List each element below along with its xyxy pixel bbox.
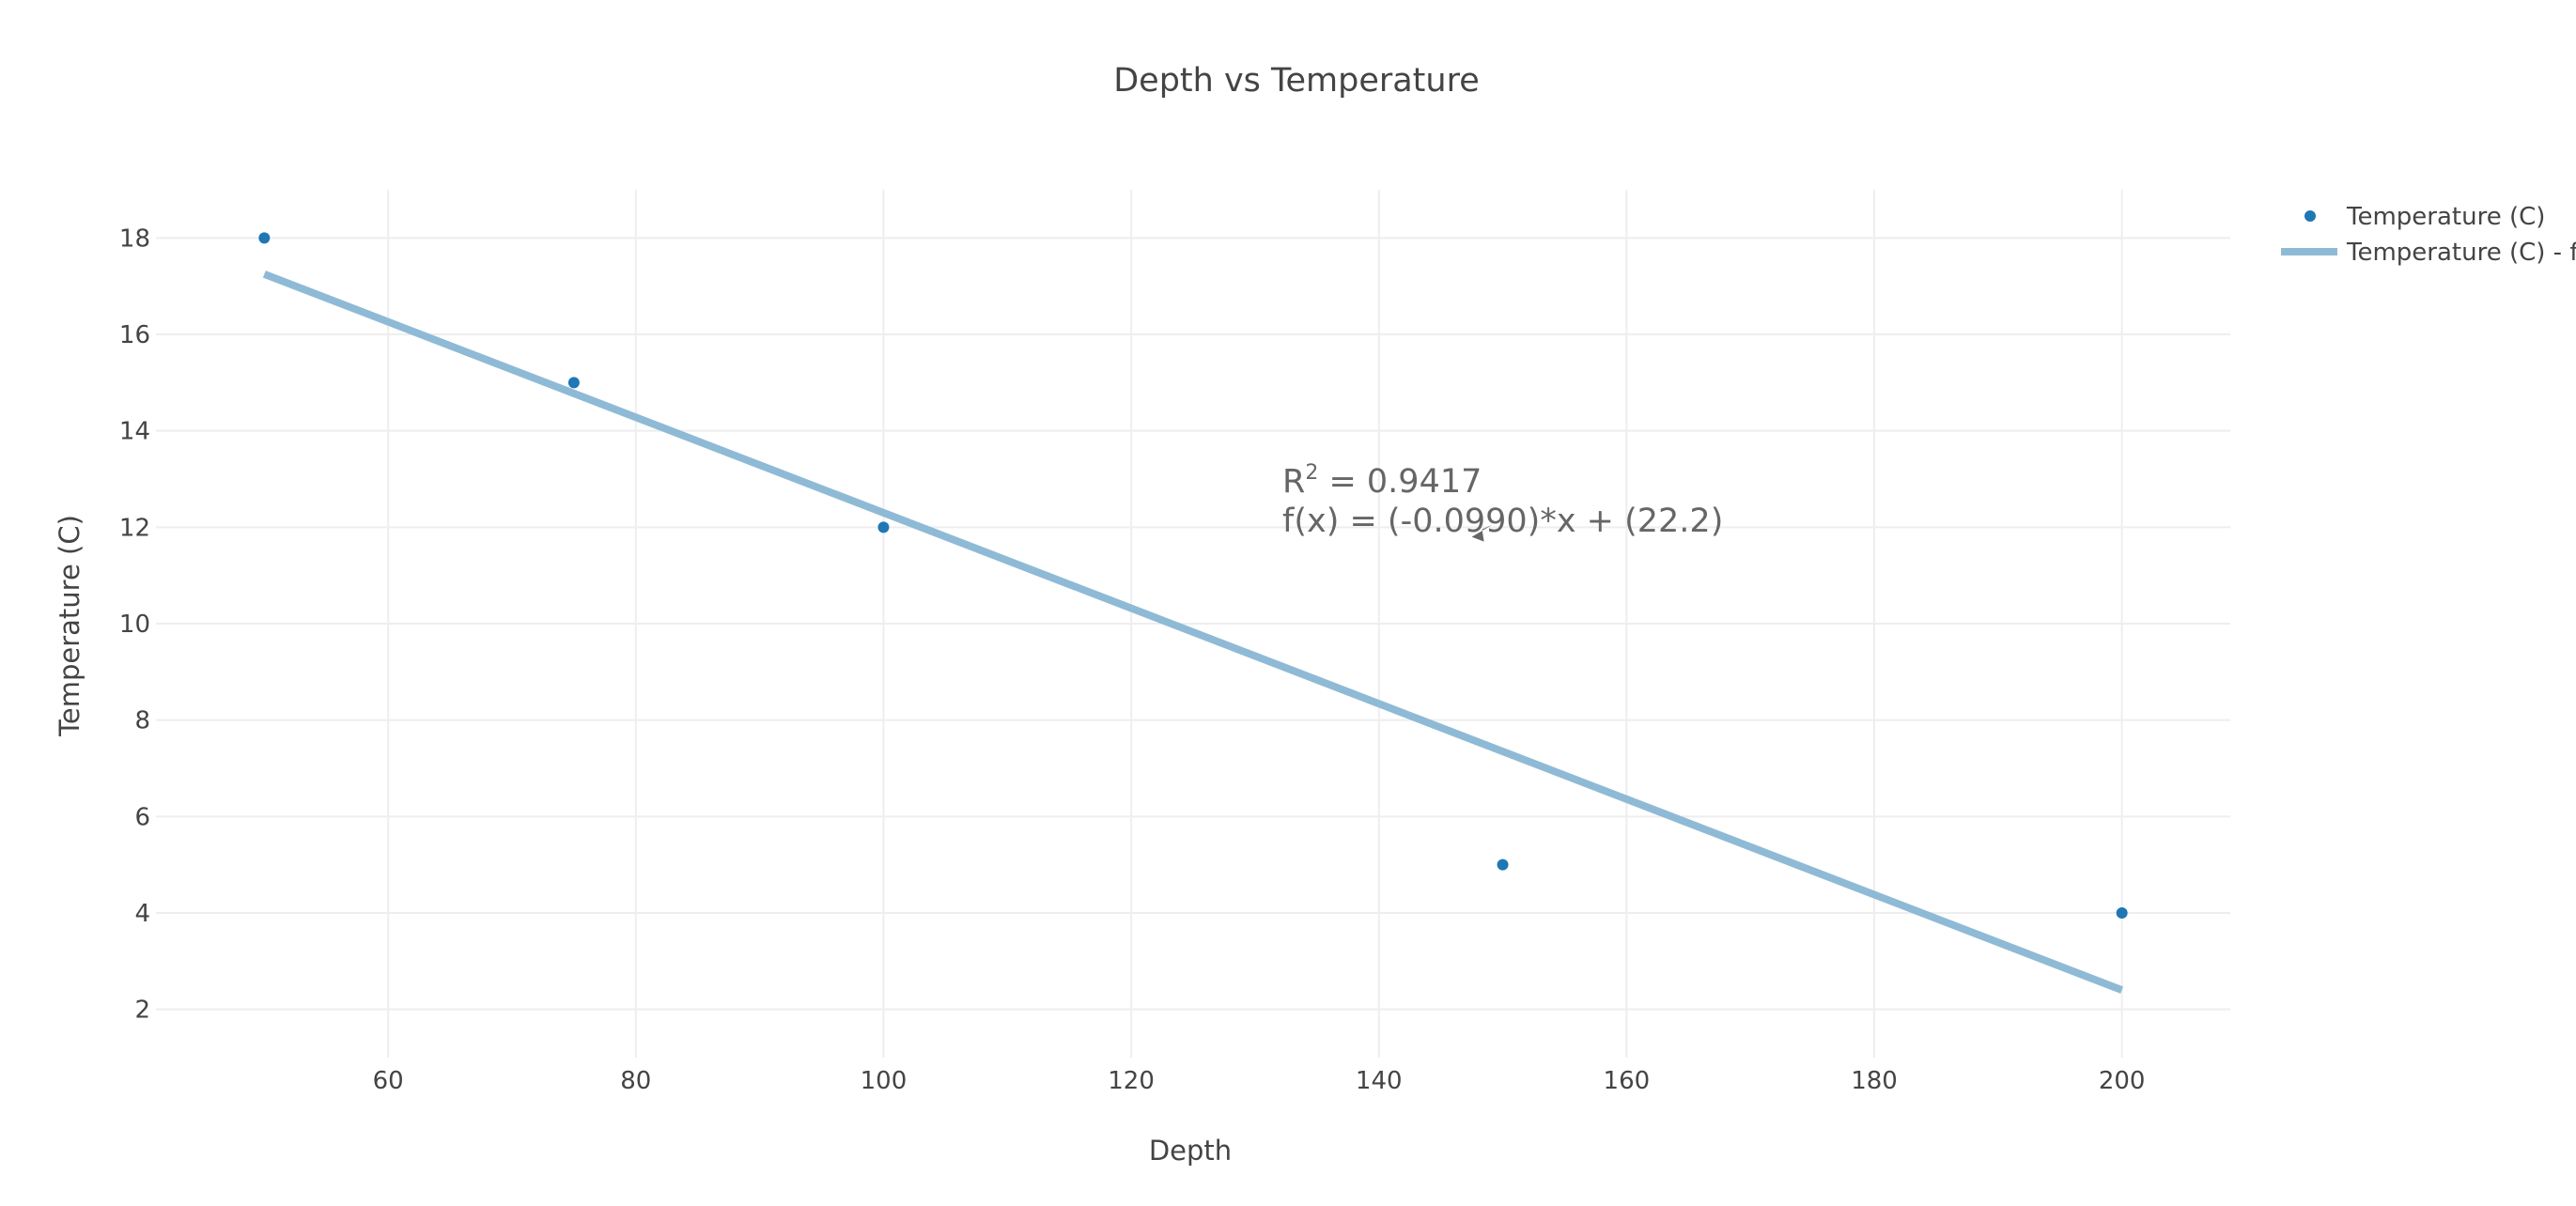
data-points-layer — [258, 232, 2128, 919]
y-tick-label: 6 — [134, 803, 150, 831]
annotation-r2-line: R2 = 0.9417 — [1282, 461, 1482, 501]
annotation-r2-superscript: 2 — [1305, 461, 1318, 485]
y-tick-label: 16 — [119, 321, 150, 349]
x-tick-label: 100 — [861, 1067, 908, 1095]
annotation-r2-value: = 0.9417 — [1318, 463, 1482, 501]
y-tick-label: 18 — [119, 224, 150, 253]
grid-lines — [156, 190, 2230, 1058]
legend[interactable]: Temperature (C) Temperature (C) - f — [2281, 203, 2576, 267]
y-tick-label: 2 — [134, 997, 150, 1025]
legend-marker-temperature — [2304, 210, 2316, 222]
data-point — [877, 521, 890, 533]
y-tick-label: 10 — [119, 611, 150, 639]
data-point — [567, 377, 580, 389]
x-tick-label: 160 — [1604, 1067, 1651, 1095]
y-tick-label: 4 — [134, 900, 150, 928]
annotation-equation: f(x) = (-0.0990)*x + (22.2) — [1282, 502, 1723, 540]
x-tick-label: 80 — [620, 1067, 651, 1095]
annotation-r2-prefix: R — [1282, 463, 1305, 501]
tick-labels: 60 80 100 120 140 160 180 200 2 4 6 8 10 12 14 16 18 — [119, 224, 2146, 1095]
fit-line — [262, 271, 2124, 994]
fit-line-layer — [262, 271, 2124, 994]
annotation-arrow — [1471, 524, 1493, 542]
legend-item-temperature[interactable]: Temperature (C) — [2304, 203, 2545, 231]
y-tick-label: 8 — [134, 707, 150, 735]
x-tick-label: 180 — [1851, 1067, 1898, 1095]
x-axis-title: Depth — [1149, 1135, 1232, 1167]
chart-title: Depth vs Temperature — [1113, 62, 1480, 100]
data-point — [258, 232, 271, 244]
data-point — [1497, 858, 1509, 871]
legend-item-fit[interactable]: Temperature (C) - f — [2281, 239, 2576, 267]
x-tick-label: 60 — [373, 1067, 404, 1095]
regression-annotation: R2 = 0.9417 f(x) = (-0.0990)*x + (22.2) — [1282, 461, 1723, 542]
legend-label-fit: Temperature (C) - f — [2346, 239, 2576, 267]
x-tick-label: 120 — [1108, 1067, 1155, 1095]
x-tick-label: 140 — [1356, 1067, 1403, 1095]
data-point — [2116, 907, 2128, 919]
y-axis-title: Temperature (C) — [54, 515, 85, 737]
legend-label-temperature: Temperature (C) — [2346, 203, 2545, 231]
y-tick-label: 14 — [119, 418, 150, 446]
y-tick-label: 12 — [119, 514, 150, 542]
x-tick-label: 200 — [2099, 1067, 2146, 1095]
